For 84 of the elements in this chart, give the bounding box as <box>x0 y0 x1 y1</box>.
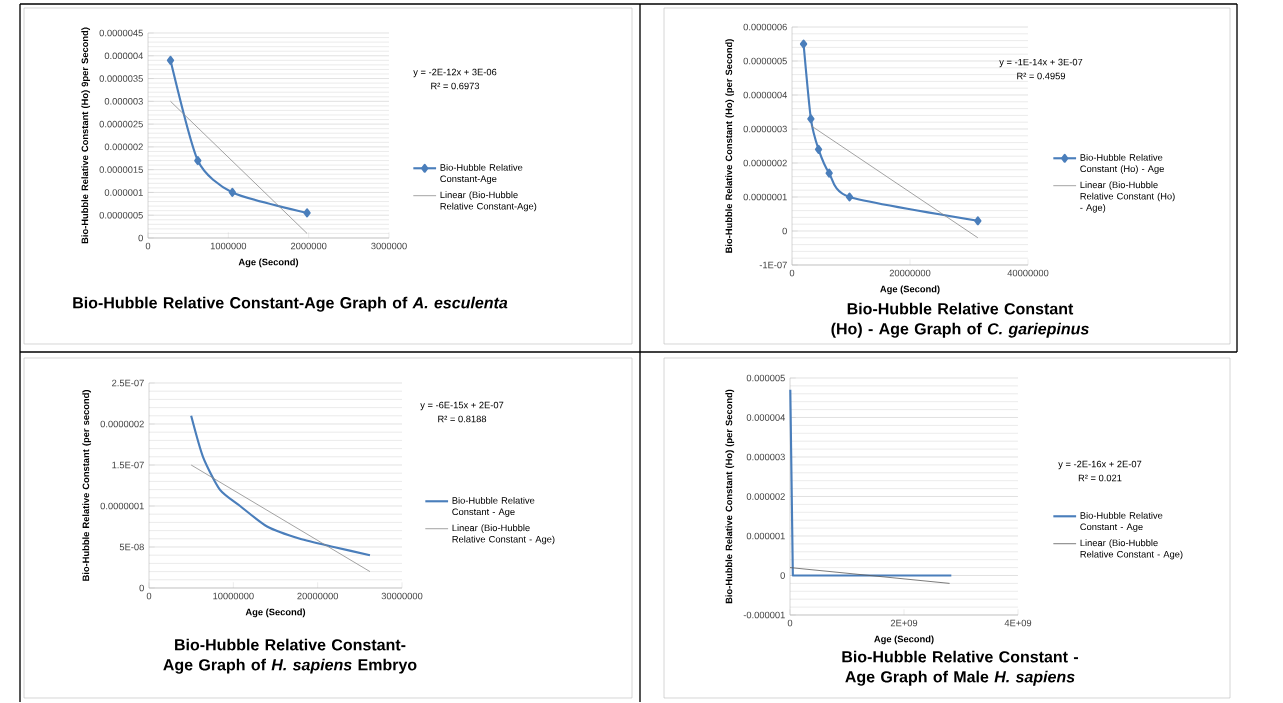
text: y = -6E-15x + 2E-07 <box>420 401 504 411</box>
x-tick-label: 4E+09 <box>1004 619 1032 627</box>
y-tick-label: 0.000004 <box>746 414 786 421</box>
legend-label: Bio-Hubble Relative Constant - Age <box>1080 512 1163 533</box>
x-tick-label: 0 <box>789 269 795 277</box>
legend-label: Bio-Hubble Relative Constant (Ho) - Age <box>1080 154 1164 175</box>
x-tick-label: 20000000 <box>297 592 339 600</box>
y-tick-label: 0.000004 <box>104 52 144 60</box>
x-tick-label: 3000000 <box>371 242 407 250</box>
x-tick-label: 0 <box>787 619 793 627</box>
x-axis-title: Age (Second) <box>238 258 299 268</box>
point <box>845 192 854 202</box>
y-tick-label: 0.0000015 <box>99 166 143 174</box>
point <box>814 145 823 155</box>
x-tick-label: 1000000 <box>210 242 247 250</box>
y-tick-label: 0.000002 <box>746 493 785 500</box>
y-tick-label: 0.0000001 <box>100 502 144 510</box>
x-axis-title: Age (Second) <box>874 635 934 645</box>
y-tick-label: 0.0000035 <box>99 75 143 83</box>
legend-label: Linear (Bio-Hubble Relative Constant (Ho) - Age) <box>1080 181 1175 213</box>
y-tick-label: 0.000005 <box>746 374 785 382</box>
legend-label: Linear (Bio-Hubble Relative Constant-Age) <box>440 191 537 212</box>
y-tick-label: 0 <box>138 234 143 242</box>
y-axis-title: Bio-Hubble Relative Constant (Ho) (per Second) <box>725 389 735 604</box>
point <box>799 39 808 49</box>
annotation: R² = 0.4959 <box>1017 72 1066 80</box>
y-tick-label: 2.5E-07 <box>112 379 144 387</box>
legend-label: Bio-Hubble Relative Constant - Age <box>452 497 535 518</box>
text: y = -2E-16x + 2E-07 <box>1058 460 1142 470</box>
x-axis-title: Age (Second) <box>245 608 306 618</box>
point <box>166 55 175 66</box>
point <box>974 216 982 226</box>
y-tick-label: 0.0000045 <box>99 29 143 37</box>
line-series <box>190 414 372 557</box>
y-tick-label: 0.0000004 <box>743 91 788 99</box>
point <box>194 156 202 166</box>
text: R² = 0.021 <box>1078 474 1122 482</box>
annotation: y = -1E-14x + 3E-07 <box>999 58 1083 68</box>
legend-label: Linear (Bio-Hubble Relative Constant - Age) <box>452 524 555 545</box>
x-tick-label: 40000000 <box>1007 269 1049 277</box>
y-tick-label: 0 <box>780 572 785 579</box>
text: y = -2E-12x + 3E-06 <box>413 68 497 78</box>
y-tick-label: 0.0000001 <box>743 193 787 201</box>
legend-label: Linear (Bio-Hubble Relative Constant - Age) <box>1080 539 1183 560</box>
x-tick-label: 20000000 <box>889 269 931 277</box>
y-tick-label: 0 <box>139 584 144 592</box>
x-tick-label: 0 <box>145 242 151 250</box>
text: Bio-Hubble Relative Constant-Age Graph of A. esculenta <box>73 296 508 312</box>
text: R² = 0.8188 <box>438 415 487 423</box>
y-axis-title: Bio-Hubble Relative Constant (Ho) (per Second) <box>725 39 735 253</box>
y-tick-label: 1.5E-07 <box>112 461 144 469</box>
y-tick-label: 0.0000006 <box>743 23 787 31</box>
y-tick-label: 0.0000005 <box>743 57 787 65</box>
y-tick-label: 5E-08 <box>119 543 144 551</box>
y-axis-title: Bio-Hubble Relative Constant (Ho) 9per Second) <box>81 27 91 244</box>
text: Bio-Hubble Relative Constant - Age Graph of Male H. sapiens <box>842 650 1079 686</box>
y-tick-label: 0.0000002 <box>743 159 787 167</box>
x-tick-label: 0 <box>146 592 152 600</box>
x-tick-label: 2E+09 <box>890 619 918 627</box>
text: Bio-Hubble Relative Constant (Ho) - Age Graph of C. gariepinus <box>831 302 1089 338</box>
y-tick-label: 0.0000005 <box>99 212 143 219</box>
y-tick-label: 0.000001 <box>104 189 143 196</box>
point <box>303 208 311 218</box>
y-tick-label: 0.000001 <box>746 532 785 540</box>
y-tick-label: 0 <box>782 227 787 235</box>
point <box>825 168 833 178</box>
x-axis-title: Age (Second) <box>880 285 940 295</box>
x-tick-label: 2000000 <box>290 242 327 250</box>
y-tick-label: 0.0000003 <box>743 125 787 133</box>
point <box>228 188 237 198</box>
text: Bio-Hubble Relative Constant-Age Graph of H. sapiens Embryo <box>163 638 417 674</box>
y-tick-label: 0.000003 <box>104 98 143 105</box>
point <box>807 114 815 124</box>
y-tick-label: 0.0000025 <box>99 120 143 128</box>
x-tick-label: 30000000 <box>381 592 423 600</box>
text: R² = 0.6973 <box>431 82 480 90</box>
y-tick-label: 0.000003 <box>746 453 785 461</box>
y-tick-label: 0.0000002 <box>100 420 144 428</box>
legend-label: Bio-Hubble Relative Constant-Age <box>440 164 523 185</box>
y-tick-label: -1E-07 <box>759 261 787 269</box>
y-axis-title: Bio-Hubble Relative Constant (per second) <box>82 390 92 581</box>
y-tick-label: 0.000002 <box>104 143 143 151</box>
x-tick-label: 10000000 <box>213 592 254 600</box>
y-tick-label: -0.000001 <box>743 611 785 619</box>
